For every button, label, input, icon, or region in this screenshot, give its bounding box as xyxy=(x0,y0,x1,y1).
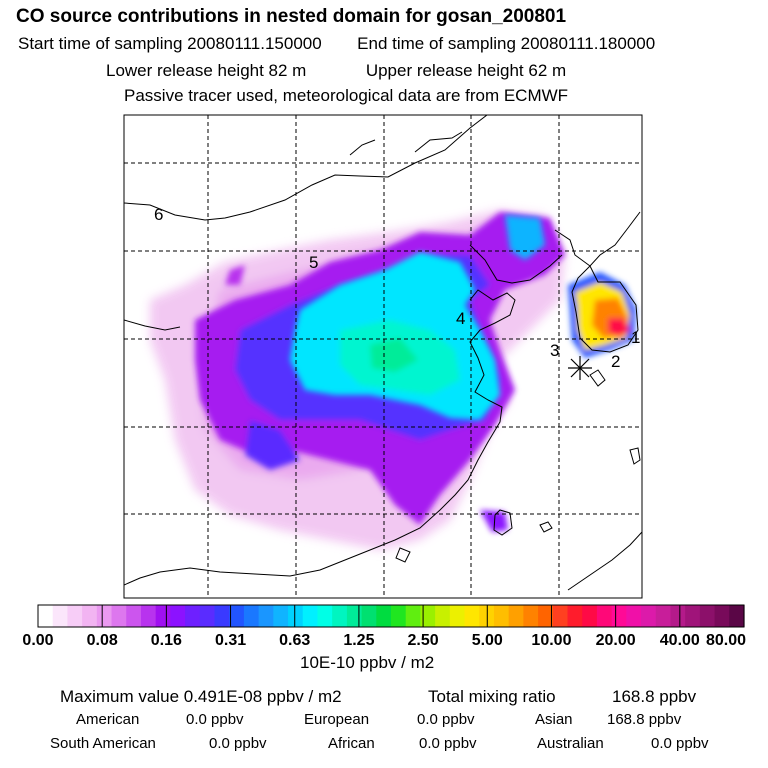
colorbar-cell xyxy=(449,605,466,627)
colorbar-cell xyxy=(140,605,157,627)
map-frame xyxy=(123,114,643,599)
colorbar-frame xyxy=(37,604,745,628)
colorbar-label: 80.00 xyxy=(706,632,746,649)
colorbar-cell xyxy=(170,605,186,627)
marker-5: 5 xyxy=(309,253,318,272)
colorbar-label: 1.25 xyxy=(343,632,374,649)
lat-lon-grid xyxy=(124,115,642,598)
colorbar-cell xyxy=(611,605,627,627)
colorbar-cell xyxy=(464,605,480,627)
lower-release-height: Lower release height 82 m xyxy=(106,61,307,80)
colorbar-cell xyxy=(346,605,363,627)
tracer-info: Passive tracer used, meteorological data… xyxy=(124,86,569,105)
colorbar-cell xyxy=(185,605,201,627)
asian-value: 168.8 ppbv xyxy=(607,711,682,728)
colorbar-label: 10.00 xyxy=(531,632,571,649)
colorbar-cell xyxy=(288,605,304,627)
australian-label: Australian xyxy=(537,735,604,752)
colorbar-cell xyxy=(111,605,127,627)
colorbar-unit: 10E-10 ppbv / m2 xyxy=(300,653,435,672)
colorbar-label: 2.50 xyxy=(408,632,439,649)
colorbar-cell xyxy=(67,605,83,627)
south-american-value: 0.0 ppbv xyxy=(209,735,267,752)
marker-3: 3 xyxy=(550,341,559,360)
african-label: African xyxy=(328,735,375,752)
total-mixing-ratio-value: 168.8 ppbv xyxy=(612,687,697,706)
total-mixing-ratio-label: Total mixing ratio xyxy=(428,687,556,706)
colorbar-cell xyxy=(493,605,510,627)
australian-value: 0.0 ppbv xyxy=(651,735,709,752)
sampling-times: Start time of sampling 20080111.150000 E… xyxy=(18,35,655,52)
colorbar-cell xyxy=(82,605,98,627)
colorbar-cell xyxy=(699,605,716,627)
release-site-star xyxy=(568,356,592,380)
asian-label: Asian xyxy=(535,711,573,728)
colorbar-cell xyxy=(302,605,319,627)
colorbar-cell xyxy=(729,605,745,627)
colorbar-cell xyxy=(641,605,657,627)
colorbar-cell xyxy=(317,605,333,627)
european-value: 0.0 ppbv xyxy=(417,711,475,728)
colorbar-cell xyxy=(567,605,583,627)
coastlines xyxy=(124,115,642,591)
colorbar-cell xyxy=(126,605,142,627)
max-value: Maximum value 0.491E-08 ppbv / m2 xyxy=(60,687,342,706)
colorbar-cell xyxy=(552,605,569,627)
colorbar-cell xyxy=(420,605,436,627)
african-value: 0.0 ppbv xyxy=(419,735,477,752)
colorbar-cell xyxy=(155,605,171,627)
marker-1: 1 xyxy=(631,328,640,347)
start-time-label: Start time of sampling 20080111.150000 xyxy=(18,34,322,53)
marker-4: 4 xyxy=(456,309,465,328)
colorbar-cell xyxy=(243,605,260,627)
map-title: CO source contributions in nested domain… xyxy=(16,6,567,27)
colorbar-cells xyxy=(38,605,745,627)
colorbar-label: 0.31 xyxy=(215,632,246,649)
european-label: European xyxy=(304,711,370,728)
colorbar-cell xyxy=(214,605,230,627)
colorbar-cell xyxy=(391,605,407,627)
colorbar-cell xyxy=(714,605,730,627)
upper-release-height: Upper release height 62 m xyxy=(365,61,567,80)
colorbar-cell xyxy=(435,605,451,627)
colorbar-cell xyxy=(229,605,245,627)
colorbar-cell xyxy=(685,605,701,627)
colorbar-label: 0.00 xyxy=(22,632,53,649)
colorbar-cell xyxy=(523,605,539,627)
colorbar-label: 20.00 xyxy=(596,632,636,649)
colorbar-cell xyxy=(273,605,289,627)
colorbar-cell xyxy=(670,605,686,627)
colorbar-cell xyxy=(361,605,377,627)
colorbar-cell xyxy=(582,605,598,627)
american-value: 0.0 ppbv xyxy=(186,711,244,728)
south-american-label: South American xyxy=(50,735,156,752)
colorbar-cell xyxy=(199,605,216,627)
colorbar-cell xyxy=(96,605,113,627)
american-label: American xyxy=(76,711,140,728)
colorbar-label: 0.08 xyxy=(87,632,118,649)
colorbar-cell xyxy=(332,605,348,627)
colorbar-cell xyxy=(38,605,54,627)
colorbar-cell xyxy=(376,605,392,627)
colorbar-label: 0.63 xyxy=(279,632,310,649)
colorbar-cell xyxy=(626,605,642,627)
colorbar-cell xyxy=(655,605,672,627)
colorbar-cell xyxy=(258,605,274,627)
colorbar-cell xyxy=(538,605,554,627)
end-time-label: End time of sampling 20080111.180000 xyxy=(357,34,656,53)
colorbar-label: 5.00 xyxy=(472,632,503,649)
marker-6: 6 xyxy=(154,205,163,224)
concentration-field xyxy=(150,210,636,550)
colorbar-cell xyxy=(508,605,524,627)
colorbar-cell xyxy=(52,605,69,627)
colorbar-cell xyxy=(405,605,422,627)
colorbar-labels: 0.00 0.08 0.16 0.31 0.63 1.25 2.50 5.00 10.00 20.… xyxy=(22,632,746,649)
colorbar-cell xyxy=(596,605,613,627)
release-heights: Lower release height 82 m Upper release … xyxy=(106,62,566,79)
marker-2: 2 xyxy=(611,352,620,371)
colorbar-label: 40.00 xyxy=(660,632,700,649)
colorbar-label: 0.16 xyxy=(151,632,182,649)
